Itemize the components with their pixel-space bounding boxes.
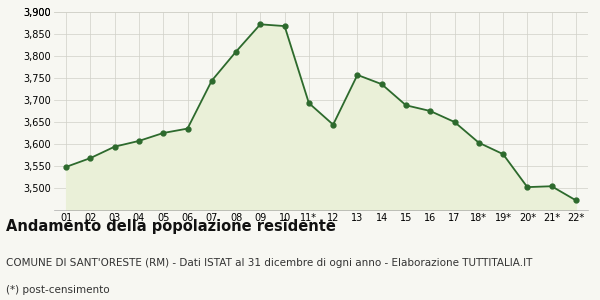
Text: Andamento della popolazione residente: Andamento della popolazione residente (6, 219, 336, 234)
Text: (*) post-censimento: (*) post-censimento (6, 285, 110, 295)
Text: COMUNE DI SANT'ORESTE (RM) - Dati ISTAT al 31 dicembre di ogni anno - Elaborazio: COMUNE DI SANT'ORESTE (RM) - Dati ISTAT … (6, 258, 532, 268)
